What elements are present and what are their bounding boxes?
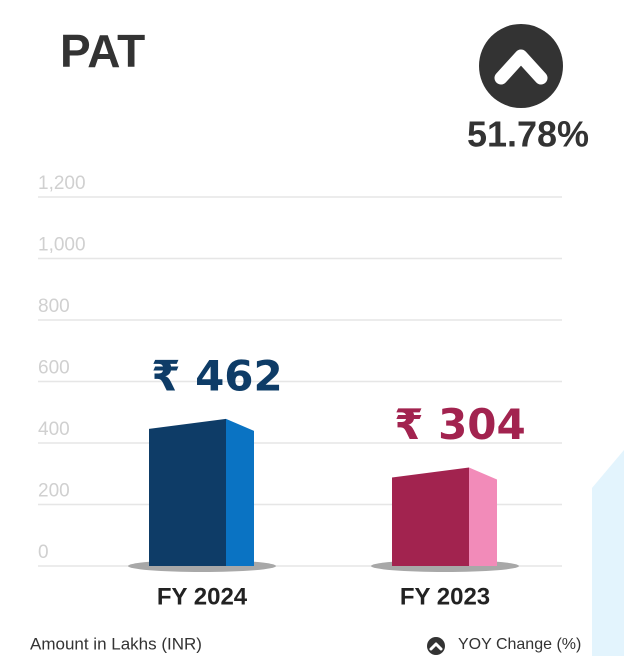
yoy-chevron [494, 49, 548, 85]
decor-shape [592, 450, 624, 656]
y-tick-label: 400 [38, 419, 70, 440]
footer-note: Amount in Lakhs (INR) [30, 634, 202, 653]
plot: 0 200 400 600 800 1,000 1,200 ₹ 462 FY 2024 ₹ 304… [38, 173, 562, 610]
y-tick-label: 0 [38, 542, 49, 563]
legend-text: YOY Change (%) [458, 636, 581, 653]
legend-chevron [429, 642, 443, 651]
bar [149, 418, 226, 566]
title: PAT [60, 25, 145, 77]
x-tick-label: FY 2024 [157, 583, 248, 610]
value-label: ₹ 304 [394, 400, 526, 449]
y-tick-label: 1,000 [38, 235, 86, 256]
y-tick-label: 1,200 [38, 173, 86, 194]
x-tick-label: FY 2023 [400, 583, 490, 610]
y-tick-label: 600 [38, 358, 70, 379]
y-tick-label: 800 [38, 296, 70, 317]
bar [392, 467, 469, 566]
y-tick-label: 200 [38, 481, 70, 502]
yoy-value: 51.78% [467, 114, 589, 155]
bar-side [469, 467, 497, 566]
bar-side [226, 418, 254, 566]
yoy-icon [479, 24, 563, 108]
value-label: ₹ 462 [151, 351, 283, 400]
